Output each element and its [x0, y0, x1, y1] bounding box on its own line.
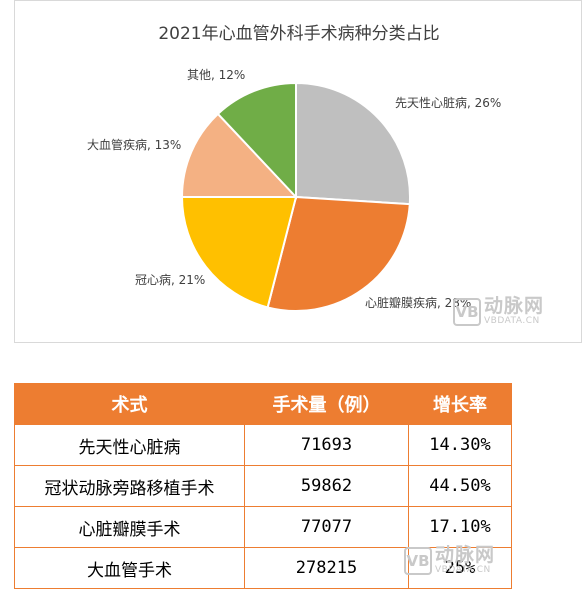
cell-surgery-volume: 59862 [244, 465, 409, 507]
cell-growth-rate: 44.50% [408, 465, 512, 507]
table-row: 先天性心脏病 71693 14.30% [14, 424, 512, 466]
cell-surgery-volume: 71693 [244, 424, 409, 466]
watermark-badge: VB [453, 297, 481, 326]
header-surgery-volume: 手术量（例） [244, 383, 409, 425]
watermark-logo: VB 动脉网 VBDATA.CN [404, 544, 496, 575]
pie-slice [180, 196, 298, 309]
watermark-logo: VB 动脉网 VBDATA.CN [453, 295, 545, 326]
cell-surgery-type: 先天性心脏病 [14, 424, 245, 466]
slice-data-label: 大血管疾病, 13% [87, 137, 181, 152]
header-surgery-type: 术式 [14, 383, 245, 425]
watermark-domain: VBDATA.CN [484, 315, 540, 326]
table-header-row: 术式 手术量（例） 增长率 [14, 383, 512, 425]
watermark-domain: VBDATA.CN [435, 564, 491, 575]
cell-growth-rate: 25% [408, 547, 512, 589]
cell-surgery-type: 大血管手术 [14, 547, 245, 589]
table-row: 心脏瓣膜手术 77077 17.10% [14, 506, 512, 548]
slice-data-label: 心脏瓣膜疾病, 28% [365, 295, 471, 310]
pie-slice [295, 81, 411, 206]
pie-slice [216, 81, 297, 200]
cell-surgery-volume: 77077 [244, 506, 409, 548]
slice-data-label: 冠心病, 21% [135, 272, 205, 287]
slice-data-label: 其他, 12% [187, 68, 245, 82]
table-row: 冠状动脉旁路移植手术 59862 44.50% [14, 465, 512, 507]
surgery-stats-table: 术式 手术量（例） 增长率 先天性心脏病 71693 14.30% 冠状动脉旁路… [14, 383, 512, 589]
cell-surgery-volume: 278215 [244, 547, 409, 589]
cell-surgery-type: 心脏瓣膜手术 [14, 506, 245, 548]
pie-slice [180, 112, 299, 198]
pie-chart-panel: 2021年心血管外科手术病种分类占比 先天性心脏病, 26% 心脏瓣膜疾病, 28… [14, 0, 582, 343]
pie-slice [266, 195, 411, 312]
cell-surgery-type: 冠状动脉旁路移植手术 [14, 465, 245, 507]
watermark-name: 动脉网 [484, 295, 545, 317]
watermark-badge: VB [404, 546, 432, 575]
watermark-name: 动脉网 [435, 544, 496, 566]
table-row: 大血管手术 278215 25% [14, 547, 512, 589]
chart-title: 2021年心血管外科手术病种分类占比 [158, 24, 439, 44]
cell-growth-rate: 14.30% [408, 424, 512, 466]
slice-data-label: 先天性心脏病, 26% [395, 95, 501, 110]
cell-growth-rate: 17.10% [408, 506, 512, 548]
pie-chart: 2021年心血管外科手术病种分类占比 先天性心脏病, 26% 心脏瓣膜疾病, 28… [87, 24, 501, 312]
header-growth-rate: 增长率 [408, 383, 512, 425]
